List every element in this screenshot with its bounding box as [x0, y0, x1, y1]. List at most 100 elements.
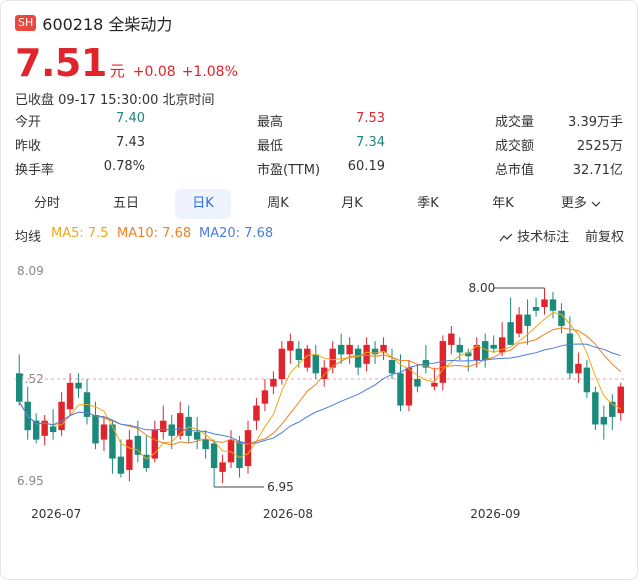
open-label: 今开	[15, 115, 42, 130]
candle-body	[473, 344, 480, 361]
candle-body	[448, 333, 455, 345]
candle-body	[431, 382, 438, 387]
candle-body	[160, 420, 167, 433]
candle-body	[176, 413, 184, 436]
candle-body	[456, 344, 464, 353]
candle-body	[532, 307, 540, 311]
candle-body	[507, 322, 514, 345]
tech-annotation-label: 技术标注	[517, 230, 570, 245]
market-status: 已收盘 09-17 15:30:00 北京时间	[15, 93, 215, 108]
price-change-pct: +1.08%	[181, 64, 238, 80]
ma10-value: MA10: 7.68	[117, 226, 192, 241]
candle-body	[109, 424, 116, 459]
candle-body	[126, 439, 133, 470]
candle-body	[371, 348, 379, 355]
exchange-badge: SH	[15, 15, 37, 31]
candle-body	[524, 314, 531, 326]
price-change: +0.08	[132, 64, 176, 80]
low-label: 最低	[257, 139, 284, 154]
candle-body	[304, 348, 311, 368]
candle-body	[354, 348, 362, 368]
candle-body	[600, 416, 608, 425]
candlestick-chart[interactable]: 8.09 7.52 6.95 8.00 6.95 2026-07 2026-08 2026-0…	[1, 251, 637, 531]
mcap-label: 总市值	[495, 163, 535, 178]
candle-body	[32, 420, 40, 440]
stock-code-name: 600218 全柴动力	[42, 15, 173, 34]
candle-body	[49, 426, 57, 433]
tech-annotation-button[interactable]: 技术标注	[499, 226, 569, 245]
candle-body	[575, 363, 582, 374]
candle-body	[270, 379, 277, 387]
current-price: 7.51	[15, 41, 107, 85]
tab-quarterly-k[interactable]: 季K	[417, 196, 439, 211]
x-tick-label: 2026-08	[263, 507, 313, 521]
min-annotation-label: 6.95	[267, 480, 294, 494]
tab-monthly-k[interactable]: 月K	[341, 196, 363, 211]
candle-body	[337, 344, 345, 355]
candle-body	[227, 439, 235, 463]
max-annotation-label: 8.00	[469, 281, 496, 295]
candle-body	[617, 386, 624, 414]
candle-body	[134, 435, 142, 455]
candle-body	[380, 344, 387, 353]
candle-body	[261, 390, 269, 404]
y-tick-label: 7.52	[17, 372, 44, 386]
candle-body	[566, 333, 574, 374]
candle-body	[592, 392, 599, 425]
trend-icon	[499, 233, 513, 241]
candle-body	[295, 348, 303, 361]
candle-body	[143, 454, 150, 469]
candle-body	[66, 382, 74, 410]
adjust-button[interactable]: 前复权	[585, 230, 625, 245]
amount-value: 2525万	[576, 139, 623, 154]
candle-body	[244, 430, 252, 467]
candle-body	[549, 299, 557, 311]
stock-header: SH 600218 全柴动力	[15, 11, 172, 35]
candle-body	[346, 344, 353, 355]
low-value: 7.34	[356, 135, 385, 150]
price-unit: 元	[109, 62, 125, 80]
tab-daily-k[interactable]: 日K	[175, 189, 231, 219]
candle-body	[388, 360, 396, 374]
candle-body	[202, 439, 209, 450]
ma5-line	[18, 311, 622, 460]
candle-body	[151, 430, 159, 459]
pe-label: 市盈(TTM)	[257, 163, 321, 178]
candle-body	[405, 367, 413, 406]
candle-body	[287, 341, 294, 351]
candle-body	[609, 401, 616, 417]
turnover-value: 0.78%	[103, 159, 145, 174]
candle-body	[397, 373, 404, 406]
prev-close-label: 昨收	[15, 139, 42, 154]
candle-body	[41, 420, 48, 436]
candle-body	[92, 415, 99, 444]
candle-body	[100, 424, 108, 440]
candle-body	[414, 379, 421, 387]
candle-body	[16, 373, 23, 402]
candle-body	[210, 443, 218, 469]
prev-close-value: 7.43	[116, 135, 145, 150]
candle-body	[321, 367, 328, 379]
x-tick-label: 2026-07	[31, 507, 81, 521]
candle-body	[236, 441, 243, 469]
candle-body	[515, 314, 523, 334]
y-tick-label: 6.95	[17, 474, 44, 488]
tab-more[interactable]: 更多	[551, 189, 611, 219]
candle-body	[541, 299, 548, 307]
candle-body	[481, 341, 489, 361]
candle-body	[490, 344, 497, 349]
ma20-value: MA20: 7.68	[199, 226, 274, 241]
chevron-down-icon	[591, 201, 601, 207]
tab-five-day[interactable]: 五日	[112, 196, 139, 211]
price-row: 7.51 元 +0.08 +1.08%	[15, 41, 238, 85]
tab-more-label: 更多	[560, 196, 587, 211]
mcap-value: 32.71亿	[572, 163, 623, 178]
x-tick-label: 2026-09	[470, 507, 520, 521]
tab-yearly-k[interactable]: 年K	[492, 196, 514, 211]
period-tabs: 分时 五日 日K 周K 月K 季K 年K 更多	[13, 189, 627, 219]
tab-intraday[interactable]: 分时	[33, 196, 60, 211]
ma20-line	[18, 343, 621, 445]
candle-body	[193, 432, 201, 440]
tab-weekly-k[interactable]: 周K	[267, 196, 289, 211]
